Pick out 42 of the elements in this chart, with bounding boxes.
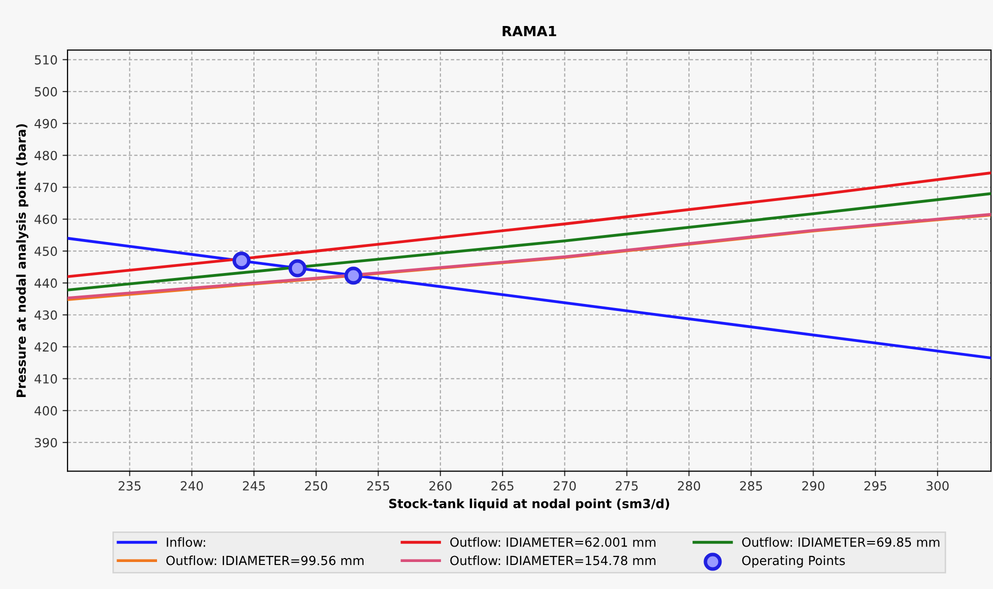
x-tick-label: 245: [242, 481, 265, 491]
x-tick-label: 270: [554, 481, 576, 491]
point: [344, 266, 362, 285]
y-tick-label: 390: [34, 438, 57, 448]
y-tick-label: 400: [34, 406, 57, 416]
y-tick-label: 460: [34, 214, 57, 224]
chart-title: RAMA1: [502, 26, 556, 36]
point: [288, 259, 306, 278]
x-tick-label: 255: [367, 481, 390, 491]
x-tick-label: 275: [616, 481, 638, 491]
legend-label: Operating Points: [742, 556, 845, 568]
y-tick-label: 420: [34, 342, 57, 352]
line-series: [68, 192, 992, 292]
line-series: [68, 236, 992, 360]
y-tick-label: 430: [34, 310, 57, 320]
point: [232, 252, 251, 270]
x-tick-label: 240: [180, 481, 203, 491]
y-tick-label: 490: [34, 118, 57, 128]
y-tick-label: 480: [34, 150, 57, 160]
legend-label: Outflow: IDIAMETER=99.56 mm: [166, 556, 364, 566]
y-tick-label: 470: [34, 182, 57, 192]
y-tick-label: 500: [34, 87, 57, 96]
x-tick-label: 260: [429, 481, 452, 491]
x-tick-label: 250: [305, 481, 328, 491]
x-tick-label: 285: [740, 481, 762, 491]
legend-label: Outflow: IDIAMETER=69.85 mm: [742, 537, 940, 547]
legend-label: Inflow:: [166, 537, 206, 547]
x-axis-title: Stock-tank liquid at nodal point (sm3/d): [389, 498, 670, 511]
y-axis-title: Pressure at nodal analysis point (bara): [16, 124, 28, 397]
x-tick-label: 235: [118, 481, 141, 491]
y-tick-label: 440: [34, 278, 57, 288]
x-tick-label: 300: [926, 481, 949, 491]
x-tick-label: 280: [678, 481, 700, 491]
legend-label: Outflow: IDIAMETER=62.001 mm: [450, 537, 656, 547]
x-tick-label: 295: [864, 481, 886, 491]
y-tick-label: 450: [34, 246, 57, 256]
x-tick-label: 265: [492, 481, 514, 491]
x-tick-label: 290: [802, 481, 824, 491]
y-tick-label: 410: [34, 374, 57, 384]
line-series: [68, 172, 992, 278]
y-tick-label: 510: [34, 55, 57, 65]
legend-label: Outflow: IDIAMETER=154.78 mm: [450, 556, 656, 566]
